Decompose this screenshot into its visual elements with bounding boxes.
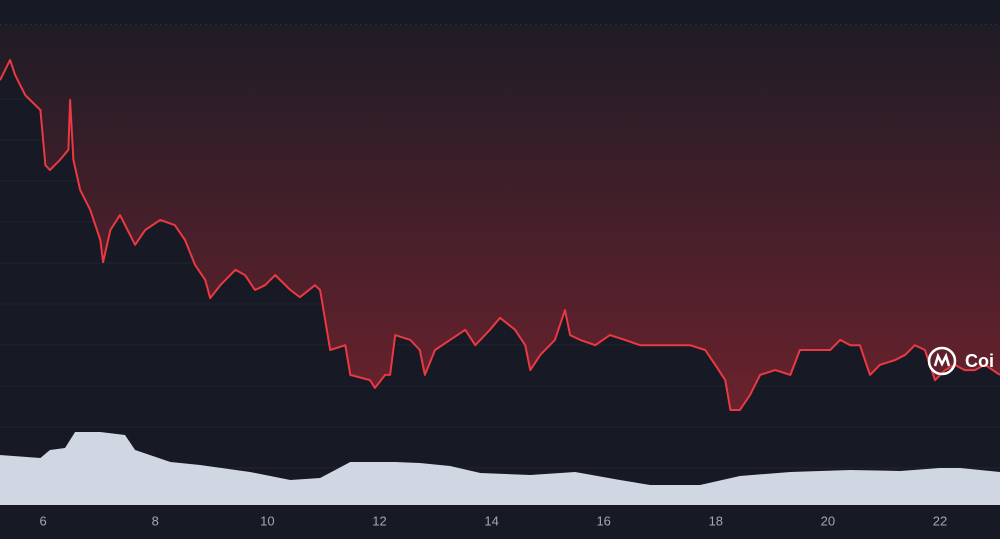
x-tick-label: 20 (821, 513, 835, 528)
plot: 6 8 10 12 14 16 18 20 22 Coi (0, 25, 1000, 528)
volume-area (0, 432, 1000, 505)
x-tick-label: 12 (372, 513, 386, 528)
x-tick-label: 6 (40, 513, 47, 528)
watermark-logo-mark (933, 352, 951, 367)
watermark-text: Coi (965, 351, 994, 371)
price-line (0, 59, 1000, 411)
x-tick-label: 8 (152, 513, 159, 528)
x-tick-label: 16 (596, 513, 610, 528)
x-tick-label: 10 (260, 513, 274, 528)
x-tick-label: 18 (709, 513, 723, 528)
x-tick-label: 22 (933, 513, 947, 528)
watermark-logo (927, 346, 957, 376)
price-area (0, 25, 1000, 410)
x-tick-label: 14 (484, 513, 498, 528)
